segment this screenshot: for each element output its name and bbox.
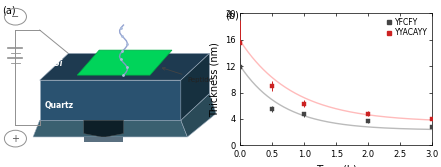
Polygon shape: [40, 80, 181, 120]
Text: (b): (b): [225, 10, 239, 20]
Text: Peptide: Peptide: [162, 67, 213, 83]
Text: Quartz: Quartz: [45, 101, 74, 110]
Polygon shape: [84, 137, 123, 142]
Text: −: −: [11, 12, 19, 22]
Polygon shape: [77, 50, 172, 75]
Text: a-Si: a-Si: [47, 59, 64, 68]
Legend: YFCFY, YYACAYY: YFCFY, YYACAYY: [385, 17, 428, 38]
Polygon shape: [33, 120, 187, 137]
Text: +: +: [11, 134, 19, 144]
X-axis label: Time (h): Time (h): [316, 165, 357, 167]
Polygon shape: [40, 53, 209, 80]
Y-axis label: Thickness (nm): Thickness (nm): [209, 42, 219, 117]
Text: (a): (a): [2, 5, 16, 15]
Polygon shape: [84, 120, 123, 137]
Polygon shape: [181, 53, 209, 120]
Polygon shape: [181, 94, 216, 137]
